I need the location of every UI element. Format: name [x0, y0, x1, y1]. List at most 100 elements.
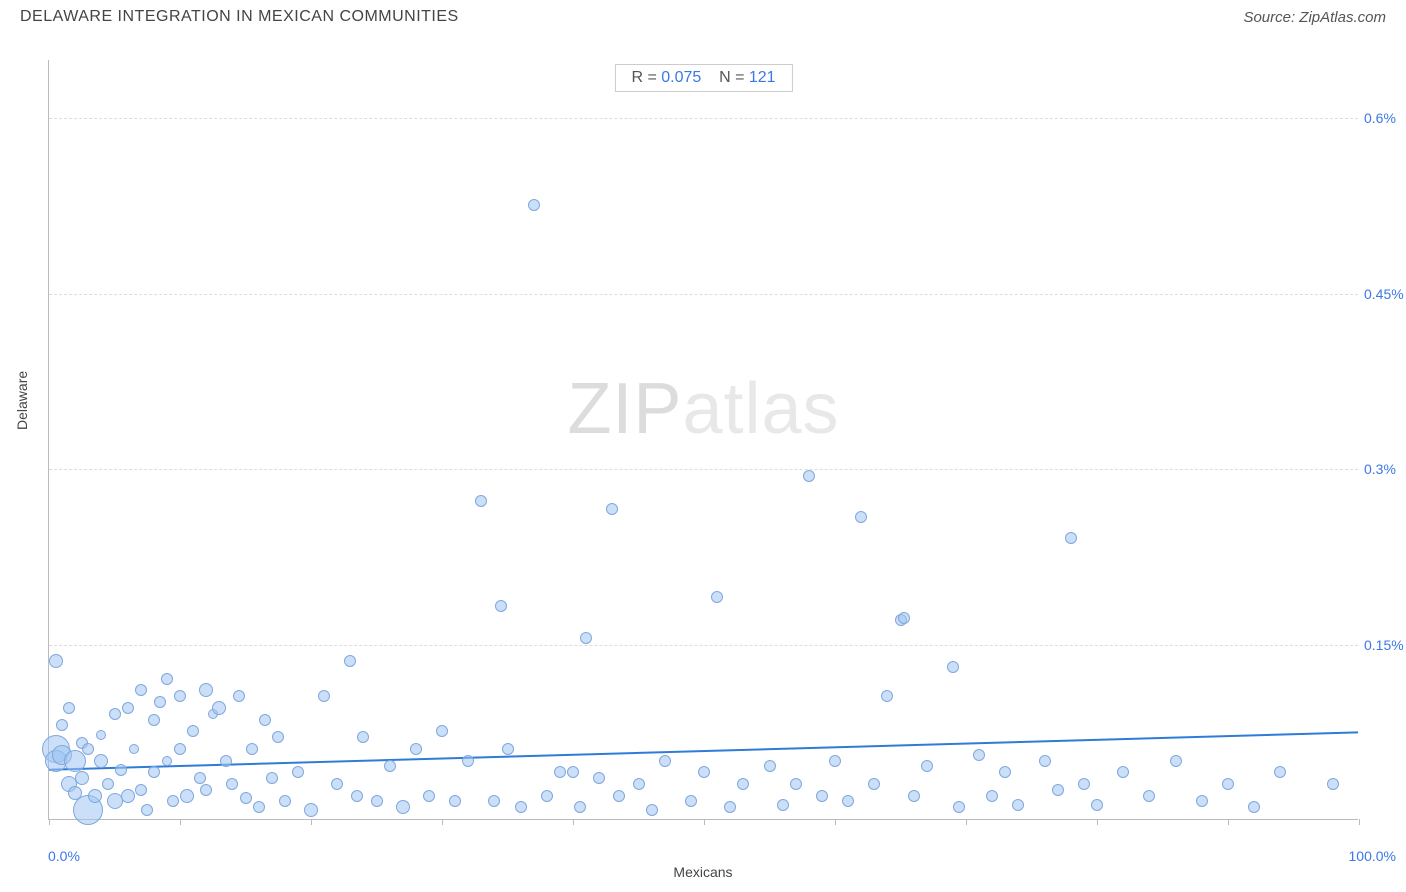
n-label: N =	[719, 69, 744, 86]
data-point	[803, 470, 815, 482]
data-point	[633, 778, 645, 790]
data-point	[462, 755, 474, 767]
data-point	[502, 743, 514, 755]
stats-box: R = 0.075 N = 121	[614, 64, 792, 92]
trendline-layer	[49, 60, 1358, 819]
data-point	[304, 803, 318, 817]
data-point	[764, 760, 776, 772]
data-point	[1012, 799, 1024, 811]
x-tick	[1228, 819, 1229, 825]
y-tick-label: 0.6%	[1364, 110, 1406, 126]
data-point	[259, 714, 271, 726]
data-point	[410, 743, 422, 755]
data-point	[199, 683, 213, 697]
data-point	[135, 784, 147, 796]
data-point	[777, 799, 789, 811]
x-tick	[442, 819, 443, 825]
x-tick	[573, 819, 574, 825]
source-attribution: Source: ZipAtlas.com	[1243, 9, 1386, 26]
r-label: R =	[631, 69, 656, 86]
data-point	[246, 743, 258, 755]
data-point	[790, 778, 802, 790]
data-point	[515, 801, 527, 813]
data-point	[842, 795, 854, 807]
data-point	[580, 632, 592, 644]
y-tick-label: 0.15%	[1364, 637, 1406, 653]
data-point	[574, 801, 586, 813]
gridline	[49, 118, 1358, 119]
data-point	[357, 731, 369, 743]
data-point	[868, 778, 880, 790]
data-point	[698, 766, 710, 778]
data-point	[1327, 778, 1339, 790]
data-point	[1170, 755, 1182, 767]
data-point	[1065, 532, 1077, 544]
data-point	[1117, 766, 1129, 778]
data-point	[121, 789, 135, 803]
data-point	[986, 790, 998, 802]
data-point	[63, 702, 75, 714]
data-point	[174, 690, 186, 702]
data-point	[855, 511, 867, 523]
data-point	[371, 795, 383, 807]
data-point	[154, 696, 166, 708]
data-point	[148, 714, 160, 726]
x-tick	[966, 819, 967, 825]
data-point	[161, 673, 173, 685]
data-point	[167, 795, 179, 807]
data-point	[724, 801, 736, 813]
x-tick	[835, 819, 836, 825]
data-point	[148, 766, 160, 778]
data-point	[279, 795, 291, 807]
data-point	[122, 702, 134, 714]
x-axis-max-label: 100.0%	[1349, 848, 1396, 864]
data-point	[613, 790, 625, 802]
watermark: ZIPatlas	[567, 368, 839, 450]
data-point	[292, 766, 304, 778]
data-point	[1222, 778, 1234, 790]
data-point	[233, 690, 245, 702]
x-tick	[311, 819, 312, 825]
data-point	[226, 778, 238, 790]
x-tick	[49, 819, 50, 825]
data-point	[898, 612, 910, 624]
data-point	[135, 684, 147, 696]
data-point	[180, 789, 194, 803]
data-point	[908, 790, 920, 802]
x-axis-min-label: 0.0%	[48, 848, 80, 864]
data-point	[685, 795, 697, 807]
data-point	[174, 743, 186, 755]
data-point	[88, 789, 102, 803]
data-point	[423, 790, 435, 802]
data-point	[115, 764, 127, 776]
data-point	[187, 725, 199, 737]
data-point	[646, 804, 658, 816]
data-point	[82, 743, 94, 755]
data-point	[1274, 766, 1286, 778]
data-point	[1196, 795, 1208, 807]
data-point	[737, 778, 749, 790]
data-point	[488, 795, 500, 807]
x-tick	[704, 819, 705, 825]
data-point	[449, 795, 461, 807]
data-point	[567, 766, 579, 778]
data-point	[56, 719, 68, 731]
data-point	[711, 591, 723, 603]
data-point	[162, 756, 172, 766]
gridline	[49, 294, 1358, 295]
data-point	[528, 199, 540, 211]
data-point	[1052, 784, 1064, 796]
data-point	[96, 730, 106, 740]
data-point	[253, 801, 265, 813]
data-point	[659, 755, 671, 767]
gridline	[49, 645, 1358, 646]
data-point	[1143, 790, 1155, 802]
data-point	[194, 772, 206, 784]
data-point	[829, 755, 841, 767]
data-point	[200, 784, 212, 796]
data-point	[266, 772, 278, 784]
r-value: 0.075	[661, 69, 701, 86]
data-point	[240, 792, 252, 804]
data-point	[953, 801, 965, 813]
n-value: 121	[749, 69, 776, 86]
